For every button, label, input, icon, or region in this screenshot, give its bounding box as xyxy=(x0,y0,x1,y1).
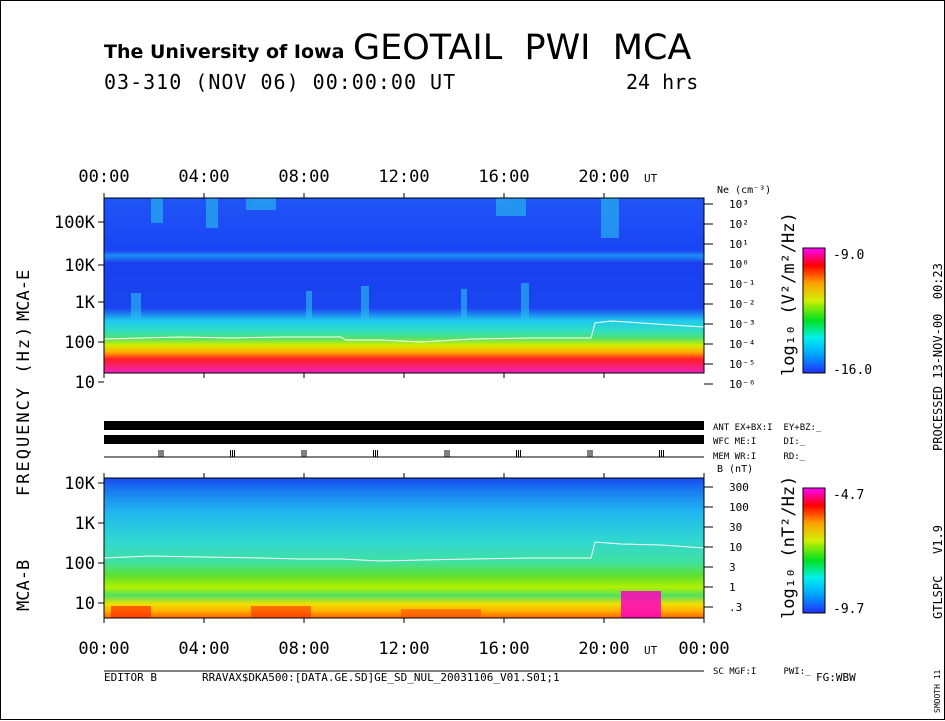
mca-e-x-tick-label: 20:00 xyxy=(578,167,629,187)
mca-e-x-tick-label: 12:00 xyxy=(378,167,429,187)
mca-e-colorbar-min: -16.0 xyxy=(833,363,872,378)
institution-label: The University of Iowa xyxy=(104,41,345,63)
editor-label: EDITOR B xyxy=(104,671,157,684)
mca-b-x-tick-label: 16:00 xyxy=(478,639,529,659)
mca-e-right-tick-label: 10⁻⁵ xyxy=(729,358,756,371)
mca-e-x-tick-label: 04:00 xyxy=(178,167,229,187)
status-sc-label: SC MGF:I PWI:_ xyxy=(713,667,811,677)
mca-e-right-tick-label: 10⁻³ xyxy=(729,318,756,331)
mca-b-x-tick-label: 00:00 xyxy=(678,639,729,659)
mca-e-y-tick-label: 100 xyxy=(64,333,95,353)
mca-b-x-tick-label: 08:00 xyxy=(278,639,329,659)
mca-b-right-tick-label: 3 xyxy=(729,561,736,574)
mca-b-y-tick-label: 100 xyxy=(64,554,95,574)
mca-e-colorbar xyxy=(802,247,826,374)
mca-e-right-tick-label: 10³ xyxy=(729,198,749,211)
mca-e-colorbar-label: log₁₀ (V²/m²/Hz) xyxy=(779,212,799,376)
status-mem-label: MEM WR:I RD:_ xyxy=(713,452,806,462)
software-version-label: GTLSPC V1.9 xyxy=(931,525,945,619)
mca-e-right-tick-label: 10⁻² xyxy=(729,298,756,311)
mca-e-x-tick-label: 08:00 xyxy=(278,167,329,187)
mca-b-x-tick-label: 20:00 xyxy=(578,639,629,659)
mca-e-y-tick-label: 10 xyxy=(75,373,95,393)
ne-axis-label: Ne (cm⁻³) xyxy=(717,185,771,196)
mca-e-colorbar-max: -9.0 xyxy=(833,248,864,263)
mca-e-spectrogram xyxy=(103,198,705,373)
mca-b-right-tick-label: 30 xyxy=(729,521,742,534)
status-wfc-label: WFC ME:I DI:_ xyxy=(713,437,806,447)
top-ut-label: UT xyxy=(644,172,658,185)
mca-b-right-tick-label: 1 xyxy=(729,581,736,594)
mca-b-right-tick-label: 300 xyxy=(729,481,749,494)
mca-b-trace xyxy=(103,541,705,562)
mca-e-bursts xyxy=(131,198,619,319)
mca-e-right-tick-label: 10⁻⁴ xyxy=(729,338,756,351)
processed-label: PROCESSED 13-NOV-00 00:23 xyxy=(931,263,945,451)
mca-e-right-tick-label: 10⁻¹ xyxy=(729,278,756,291)
mca-b-colorbar xyxy=(802,487,826,614)
frequency-axis-label: FREQUENCY (Hz) xyxy=(14,325,34,496)
smooth-label: SMOOTH 11 xyxy=(933,669,942,713)
bottom-ut-label: UT xyxy=(644,644,658,657)
mca-b-right-tick-label: 100 xyxy=(729,501,749,514)
mca-e-y-tick-label: 1K xyxy=(75,293,96,313)
mca-e-right-tick-label: 10¹ xyxy=(729,238,749,251)
mca-b-label: MCA-B xyxy=(14,560,34,611)
mca-b-colorbar-label: log₁₀ (nT²/Hz) xyxy=(779,476,799,619)
mca-b-x-tick-label: 04:00 xyxy=(178,639,229,659)
mca-e-trace xyxy=(103,320,705,343)
mca-b-colorbar-min: -9.7 xyxy=(833,602,864,617)
mca-b-y-tick-label: 10K xyxy=(64,474,95,494)
mca-e-y-tick-label: 10K xyxy=(64,256,95,276)
data-path-label: RRAVAX$DKA500:[DATA.GE.SD]GE_SD_NUL_2003… xyxy=(202,671,560,684)
duration-label: 24 hrs xyxy=(626,70,699,94)
mca-b-x-tick-label: 00:00 xyxy=(78,639,129,659)
b-axis-label: B (nT) xyxy=(717,464,753,475)
plot-title: GEOTAIL PWI MCA xyxy=(353,28,692,68)
mca-b-spectrogram xyxy=(103,478,705,618)
mca-e-label: MCA-E xyxy=(14,270,34,321)
mca-b-right-tick-label: .3 xyxy=(729,601,742,614)
mca-e-right-tick-label: 10² xyxy=(729,218,749,231)
mca-b-y-tick-label: 1K xyxy=(75,514,96,534)
mca-b-x-tick-label: 12:00 xyxy=(378,639,429,659)
mca-e-right-tick-label: 10⁰ xyxy=(729,258,749,271)
mca-e-y-tick-label: 100K xyxy=(54,213,96,233)
status-bars xyxy=(104,421,704,672)
mca-b-background xyxy=(104,478,704,618)
mca-e-right-tick-label: 10⁻⁶ xyxy=(729,378,756,391)
mca-e-x-tick-label: 00:00 xyxy=(78,167,129,187)
mca-e-x-tick-label: 16:00 xyxy=(478,167,529,187)
mca-b-right-tick-label: 10 xyxy=(729,541,742,554)
mca-b-colorbar-max: -4.7 xyxy=(833,488,864,503)
mca-b-bursts xyxy=(111,591,661,618)
date-line: 03-310 (NOV 06) 00:00:00 UT xyxy=(104,70,457,94)
mca-b-y-tick-label: 10 xyxy=(75,594,95,614)
fg-label: FG:WBW xyxy=(816,671,856,684)
status-ant-label: ANT EX+BX:I EY+BZ:_ xyxy=(713,423,822,433)
